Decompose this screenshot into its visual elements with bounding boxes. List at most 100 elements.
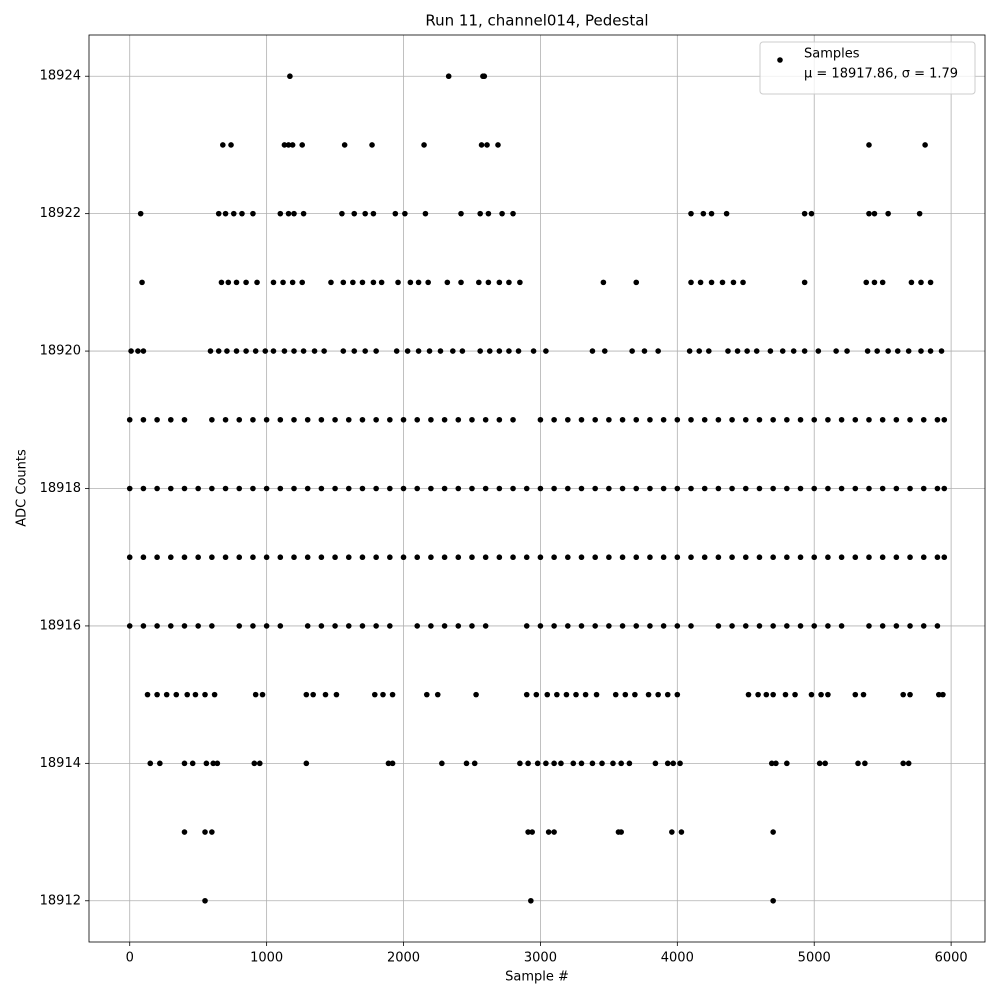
- point: [259, 691, 266, 698]
- point: [825, 485, 831, 492]
- point: [905, 348, 912, 354]
- point: [715, 416, 722, 423]
- point: [222, 554, 229, 561]
- point: [647, 485, 653, 492]
- point: [291, 485, 297, 492]
- point: [565, 623, 571, 629]
- point: [916, 210, 923, 217]
- point: [866, 210, 872, 217]
- point: [154, 623, 160, 629]
- point: [893, 485, 900, 492]
- y-tick-label: 18916: [40, 618, 81, 633]
- point: [573, 691, 579, 698]
- point: [593, 691, 600, 698]
- point: [469, 554, 475, 561]
- point: [879, 416, 886, 423]
- point: [900, 760, 907, 767]
- point: [414, 554, 421, 561]
- point: [770, 691, 776, 698]
- point: [332, 623, 338, 629]
- point: [202, 897, 208, 904]
- point: [940, 691, 946, 698]
- point: [523, 623, 530, 629]
- point: [332, 485, 338, 492]
- point: [701, 485, 708, 492]
- point: [753, 348, 760, 354]
- point: [362, 348, 368, 354]
- point: [222, 210, 229, 217]
- point: [770, 554, 776, 561]
- point: [688, 623, 694, 629]
- point: [674, 623, 681, 629]
- point: [450, 348, 456, 354]
- point: [359, 416, 366, 423]
- point: [481, 73, 488, 80]
- point: [696, 348, 703, 354]
- point: [701, 554, 708, 561]
- point: [209, 416, 215, 423]
- point: [647, 554, 653, 561]
- point: [471, 760, 478, 767]
- point: [725, 348, 731, 354]
- point: [645, 691, 652, 698]
- point: [606, 623, 612, 629]
- point: [362, 210, 368, 217]
- point: [688, 279, 694, 286]
- point: [250, 554, 256, 561]
- point: [476, 279, 482, 286]
- point: [700, 210, 707, 217]
- point: [263, 554, 270, 561]
- point: [371, 691, 378, 698]
- point: [729, 416, 735, 423]
- point: [455, 623, 462, 629]
- point: [660, 554, 667, 561]
- point: [251, 760, 258, 767]
- point: [441, 554, 448, 561]
- point: [523, 554, 530, 561]
- point: [647, 416, 653, 423]
- point: [321, 348, 327, 354]
- point: [469, 485, 475, 492]
- point: [304, 554, 311, 561]
- point: [893, 416, 900, 423]
- point: [633, 416, 640, 423]
- point: [563, 691, 570, 698]
- point: [756, 554, 763, 561]
- point: [203, 760, 210, 767]
- point: [578, 760, 585, 767]
- point: [808, 691, 815, 698]
- point: [558, 760, 564, 767]
- point: [459, 348, 466, 354]
- point: [866, 416, 872, 423]
- point: [578, 623, 585, 629]
- point: [578, 485, 585, 492]
- point: [299, 142, 306, 148]
- x-tick-label: 6000: [935, 951, 968, 966]
- point: [289, 279, 296, 286]
- point: [677, 760, 683, 767]
- point: [154, 485, 160, 492]
- point: [236, 485, 243, 492]
- point: [622, 691, 629, 698]
- point: [484, 142, 490, 148]
- point: [415, 348, 422, 354]
- point: [517, 760, 523, 767]
- point: [920, 485, 927, 492]
- point: [773, 760, 779, 767]
- point: [674, 691, 681, 698]
- point: [815, 348, 822, 354]
- point: [523, 691, 530, 698]
- point: [222, 416, 229, 423]
- point: [304, 623, 311, 629]
- point: [250, 485, 256, 492]
- point: [652, 760, 659, 767]
- point: [218, 279, 225, 286]
- point: [674, 416, 681, 423]
- point: [578, 554, 585, 561]
- point: [551, 416, 557, 423]
- point: [280, 279, 286, 286]
- point: [822, 760, 828, 767]
- point: [263, 623, 270, 629]
- point: [770, 623, 776, 629]
- point: [763, 691, 770, 698]
